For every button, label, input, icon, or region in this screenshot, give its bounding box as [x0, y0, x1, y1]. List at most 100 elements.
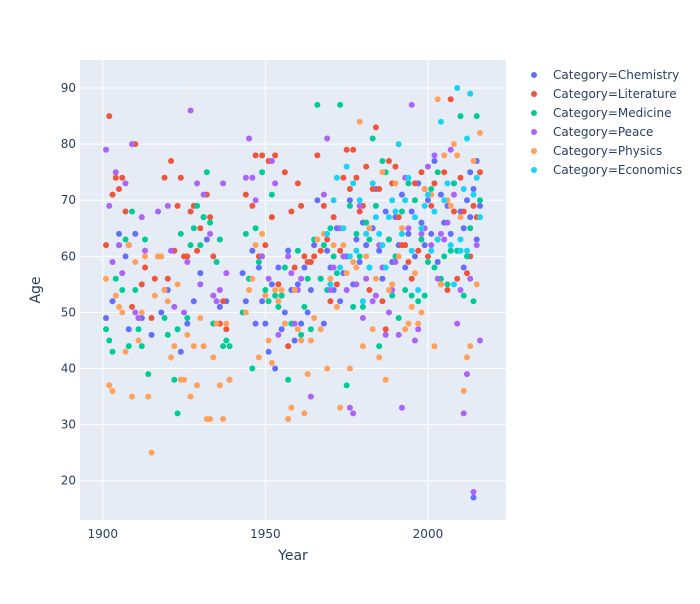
- data-point[interactable]: [398, 225, 405, 232]
- data-point[interactable]: [307, 258, 314, 265]
- data-point[interactable]: [275, 298, 282, 305]
- data-point[interactable]: [281, 309, 288, 316]
- data-point[interactable]: [210, 292, 217, 299]
- data-point[interactable]: [272, 180, 279, 187]
- data-point[interactable]: [408, 303, 415, 310]
- data-point[interactable]: [223, 270, 230, 277]
- data-point[interactable]: [190, 225, 197, 232]
- data-point[interactable]: [304, 275, 311, 282]
- data-point[interactable]: [324, 236, 331, 243]
- data-point[interactable]: [151, 292, 158, 299]
- data-point[interactable]: [307, 326, 314, 333]
- data-point[interactable]: [340, 174, 347, 181]
- data-point[interactable]: [363, 230, 370, 237]
- data-point[interactable]: [369, 186, 376, 193]
- data-point[interactable]: [132, 258, 139, 265]
- legend-item[interactable]: Category=Chemistry: [531, 68, 679, 82]
- data-point[interactable]: [330, 253, 337, 260]
- data-point[interactable]: [369, 180, 376, 187]
- data-point[interactable]: [346, 197, 353, 204]
- data-point[interactable]: [132, 309, 139, 316]
- data-point[interactable]: [112, 169, 119, 176]
- data-point[interactable]: [246, 135, 253, 142]
- data-point[interactable]: [376, 354, 383, 361]
- data-point[interactable]: [463, 270, 470, 277]
- data-point[interactable]: [197, 225, 204, 232]
- data-point[interactable]: [431, 343, 438, 350]
- data-point[interactable]: [197, 270, 204, 277]
- data-point[interactable]: [285, 253, 292, 260]
- data-point[interactable]: [333, 174, 340, 181]
- data-point[interactable]: [463, 247, 470, 254]
- data-point[interactable]: [314, 152, 321, 159]
- data-point[interactable]: [431, 157, 438, 164]
- data-point[interactable]: [135, 337, 142, 344]
- data-point[interactable]: [421, 202, 428, 209]
- data-point[interactable]: [187, 393, 194, 400]
- data-point[interactable]: [200, 191, 207, 198]
- data-point[interactable]: [298, 202, 305, 209]
- data-point[interactable]: [158, 253, 165, 260]
- data-point[interactable]: [376, 186, 383, 193]
- data-point[interactable]: [470, 191, 477, 198]
- data-point[interactable]: [142, 264, 149, 271]
- data-point[interactable]: [408, 292, 415, 299]
- data-point[interactable]: [353, 264, 360, 271]
- data-point[interactable]: [168, 247, 175, 254]
- data-point[interactable]: [223, 326, 230, 333]
- data-point[interactable]: [249, 365, 256, 372]
- data-point[interactable]: [450, 281, 457, 288]
- data-point[interactable]: [369, 298, 376, 305]
- data-point[interactable]: [437, 230, 444, 237]
- data-point[interactable]: [327, 287, 334, 293]
- data-point[interactable]: [470, 298, 477, 305]
- data-point[interactable]: [216, 236, 223, 243]
- data-point[interactable]: [424, 253, 431, 260]
- data-point[interactable]: [470, 202, 477, 209]
- data-point[interactable]: [467, 275, 474, 282]
- data-point[interactable]: [210, 253, 217, 260]
- data-point[interactable]: [415, 298, 422, 305]
- data-point[interactable]: [441, 236, 448, 243]
- data-point[interactable]: [369, 135, 376, 142]
- data-point[interactable]: [353, 174, 360, 181]
- data-point[interactable]: [246, 287, 253, 293]
- data-point[interactable]: [421, 292, 428, 299]
- data-point[interactable]: [463, 135, 470, 142]
- data-point[interactable]: [441, 152, 448, 159]
- data-point[interactable]: [187, 242, 194, 249]
- data-point[interactable]: [454, 275, 461, 282]
- data-point[interactable]: [294, 180, 301, 187]
- data-point[interactable]: [275, 264, 282, 271]
- data-point[interactable]: [145, 371, 152, 378]
- data-point[interactable]: [145, 393, 152, 400]
- data-point[interactable]: [112, 275, 119, 282]
- data-point[interactable]: [103, 242, 110, 249]
- data-point[interactable]: [203, 169, 210, 176]
- data-point[interactable]: [359, 315, 366, 322]
- data-point[interactable]: [129, 141, 136, 148]
- data-point[interactable]: [122, 208, 129, 215]
- data-point[interactable]: [363, 219, 370, 226]
- data-point[interactable]: [476, 129, 483, 136]
- data-point[interactable]: [376, 230, 383, 237]
- data-point[interactable]: [463, 354, 470, 361]
- data-point[interactable]: [463, 197, 470, 204]
- data-point[interactable]: [366, 287, 373, 293]
- data-point[interactable]: [285, 247, 292, 254]
- data-point[interactable]: [337, 404, 344, 411]
- data-point[interactable]: [418, 225, 425, 232]
- data-point[interactable]: [382, 208, 389, 215]
- data-point[interactable]: [259, 152, 266, 159]
- data-point[interactable]: [418, 230, 425, 237]
- data-point[interactable]: [385, 157, 392, 164]
- data-point[interactable]: [379, 169, 386, 176]
- data-point[interactable]: [194, 180, 201, 187]
- data-point[interactable]: [382, 376, 389, 383]
- data-point[interactable]: [249, 202, 256, 209]
- legend-item[interactable]: Category=Economics: [531, 163, 682, 177]
- data-point[interactable]: [444, 287, 451, 293]
- data-point[interactable]: [125, 242, 132, 249]
- data-point[interactable]: [148, 331, 155, 338]
- data-point[interactable]: [294, 247, 301, 254]
